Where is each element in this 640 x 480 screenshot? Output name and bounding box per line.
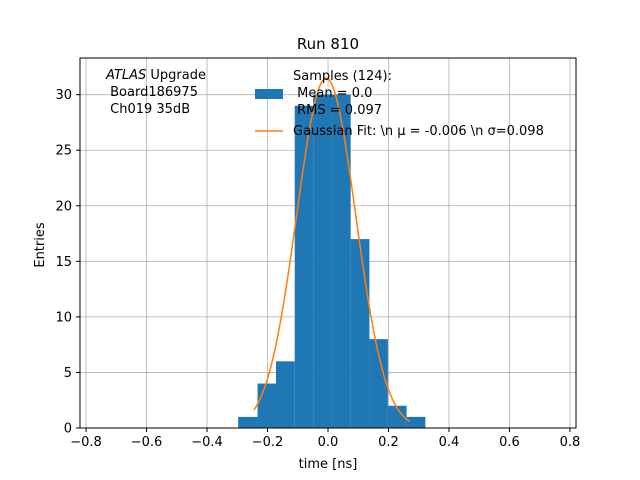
gaussian-fit-curve <box>253 77 411 422</box>
histogram-bar <box>369 339 388 428</box>
x-axis-label: time [ns] <box>299 457 358 472</box>
atlas-annotation: ATLAS Upgrade Board186975 Ch019 35dB <box>105 68 206 117</box>
legend-samples-swatch <box>255 89 283 99</box>
chart-title: Run 810 <box>297 35 359 53</box>
x-tick-label: −0.6 <box>131 435 163 450</box>
legend-samples-label: Samples (124): Mean = 0.0 RMS = 0.097 <box>293 69 392 118</box>
y-tick-label: 30 <box>55 88 72 103</box>
legend-fit-label: Gaussian Fit: \n μ = -0.006 \n σ=0.098 <box>293 124 544 139</box>
y-axis-ticks: 0 5 10 15 20 25 30 <box>55 88 80 437</box>
y-axis-label: Entries <box>33 222 48 268</box>
x-tick-label: 0.8 <box>560 435 581 450</box>
histogram-bar <box>275 361 295 428</box>
x-tick-label: −0.2 <box>252 435 284 450</box>
x-tick-label: −0.8 <box>70 435 102 450</box>
histogram-bar <box>406 416 426 428</box>
histogram-bar <box>294 105 314 429</box>
histogram-bar <box>257 383 276 428</box>
histogram-bar <box>313 94 332 429</box>
y-tick-label: 5 <box>64 366 72 381</box>
gaussian-fit-line <box>253 77 411 422</box>
histogram-bar <box>387 405 407 428</box>
annotation-channel: Ch019 35dB <box>106 102 190 117</box>
y-tick-label: 15 <box>55 255 72 270</box>
x-tick-label: 0.6 <box>499 435 520 450</box>
y-tick-label: 25 <box>55 144 72 159</box>
x-axis-ticks: −0.8 −0.6 −0.4 −0.2 0.0 0.2 0.4 0.6 0.8 <box>70 428 580 450</box>
x-tick-label: 0.0 <box>318 435 339 450</box>
y-tick-label: 0 <box>64 422 72 437</box>
x-tick-label: −0.4 <box>191 435 223 450</box>
y-tick-label: 10 <box>55 310 72 325</box>
x-tick-label: 0.4 <box>439 435 460 450</box>
svg-text:ATLAS Upgrade: ATLAS Upgrade <box>105 68 206 83</box>
annotation-atlas: ATLAS <box>105 68 146 83</box>
legend: Samples (124): Mean = 0.0 RMS = 0.097 Ga… <box>255 69 544 139</box>
histogram-bar <box>331 94 351 429</box>
histogram-bar <box>350 239 370 428</box>
y-tick-label: 20 <box>55 199 72 214</box>
x-tick-label: 0.2 <box>378 435 399 450</box>
annotation-upgrade: Upgrade <box>146 68 206 83</box>
histogram-bar <box>238 416 258 428</box>
histogram-bars <box>238 94 426 429</box>
annotation-board: Board186975 <box>106 85 198 100</box>
